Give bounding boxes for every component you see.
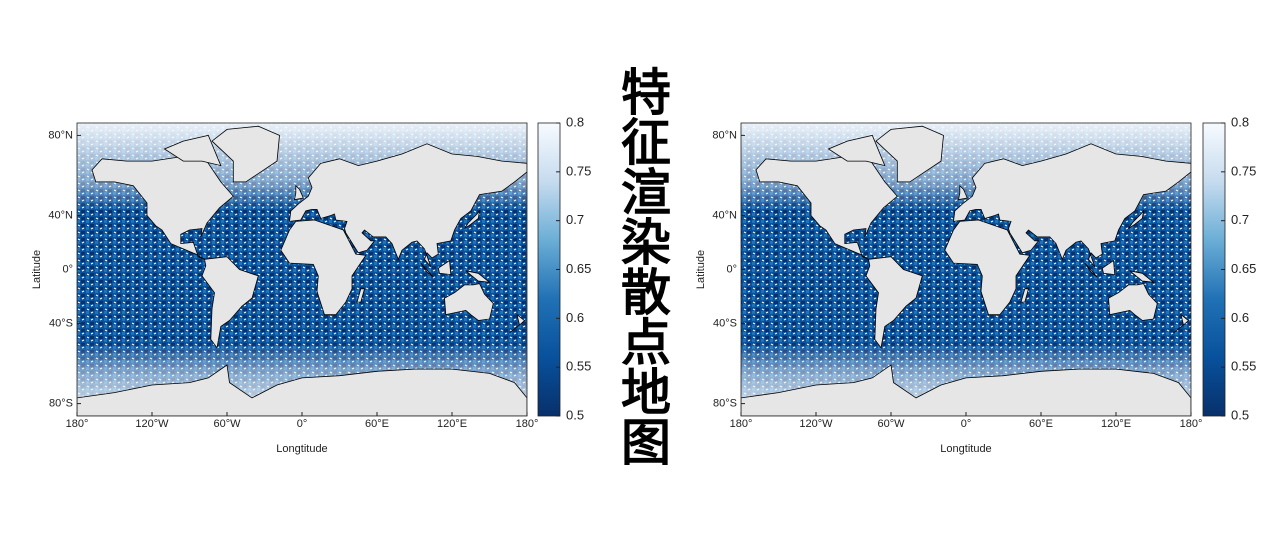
continent	[420, 262, 434, 278]
continent	[1128, 209, 1145, 229]
continent	[865, 256, 923, 349]
y-tick-label: 80°N	[712, 129, 737, 141]
continent	[465, 270, 491, 283]
x-axis-label: Longtitude	[276, 443, 327, 455]
colorbar-tick-label: 0.75	[566, 163, 591, 178]
colorbar-tick-label: 0.8	[566, 114, 584, 129]
y-tick-label: 80°N	[48, 129, 73, 141]
continent	[1020, 288, 1030, 303]
colorbar-tick-label: 0.65	[1231, 261, 1256, 276]
x-tick-label: 0°	[297, 418, 308, 430]
x-tick-label: 180°	[730, 418, 753, 430]
colorbar-tick-label: 0.8	[1231, 114, 1249, 129]
colorbar-tick-label: 0.55	[1231, 359, 1256, 374]
colorbar-tick-label: 0.6	[566, 310, 584, 325]
colorbar-tick-label: 0.5	[566, 407, 584, 422]
continent	[356, 288, 366, 303]
continent	[1173, 313, 1190, 334]
y-axis-label: Latitude	[695, 250, 707, 289]
y-tick-label: 0°	[726, 263, 737, 275]
x-tick-label: 180°	[66, 418, 89, 430]
continent	[211, 125, 280, 183]
continent	[509, 313, 526, 334]
continent	[464, 209, 481, 229]
continent	[289, 143, 527, 268]
page-title: 特征渲染散点地图	[614, 66, 670, 466]
continent	[827, 134, 886, 167]
continent	[280, 219, 367, 316]
continent	[1084, 262, 1098, 278]
colorbar-tick-label: 0.65	[566, 261, 591, 276]
colorbar-tick-label: 0.7	[566, 212, 584, 227]
colorbar-tick-label: 0.6	[1231, 310, 1249, 325]
y-tick-label: 0°	[62, 263, 73, 275]
land	[77, 125, 527, 416]
x-tick-label: 60°E	[365, 418, 389, 430]
x-tick-label: 180°	[516, 418, 539, 430]
y-axis-label: Latitude	[31, 250, 43, 289]
continent	[77, 364, 527, 416]
continent	[875, 125, 944, 183]
x-tick-label: 60°W	[877, 418, 905, 430]
y-tick-label: 80°S	[49, 398, 73, 410]
land	[741, 125, 1191, 416]
continent	[163, 134, 222, 167]
y-tick-label: 40°S	[713, 317, 737, 329]
continent	[437, 259, 452, 276]
continent	[1101, 259, 1116, 276]
continent	[741, 364, 1191, 416]
x-axis-label: Longtitude	[940, 443, 991, 455]
x-tick-label: 120°W	[799, 418, 833, 430]
x-tick-label: 60°E	[1029, 418, 1053, 430]
x-tick-label: 120°W	[135, 418, 169, 430]
colorbar-tick-label: 0.55	[566, 359, 591, 374]
colorbar-tick-label: 0.75	[1231, 163, 1256, 178]
colorbar-tick-label: 0.5	[1231, 407, 1249, 422]
y-tick-label: 40°S	[49, 317, 73, 329]
x-tick-label: 0°	[961, 418, 972, 430]
continent	[293, 184, 304, 201]
y-tick-label: 40°N	[48, 209, 73, 221]
x-tick-label: 120°E	[1101, 418, 1131, 430]
continent	[953, 143, 1191, 268]
continent	[1129, 270, 1155, 283]
y-tick-label: 40°N	[712, 209, 737, 221]
x-tick-label: 120°E	[437, 418, 467, 430]
y-tick-label: 80°S	[713, 398, 737, 410]
continent	[201, 256, 259, 349]
x-tick-label: 180°	[1180, 418, 1203, 430]
continent	[444, 283, 494, 321]
continent	[944, 219, 1031, 316]
continent	[957, 184, 968, 201]
continent	[1108, 283, 1158, 321]
x-tick-label: 60°W	[213, 418, 241, 430]
colorbar-tick-label: 0.7	[1231, 212, 1249, 227]
